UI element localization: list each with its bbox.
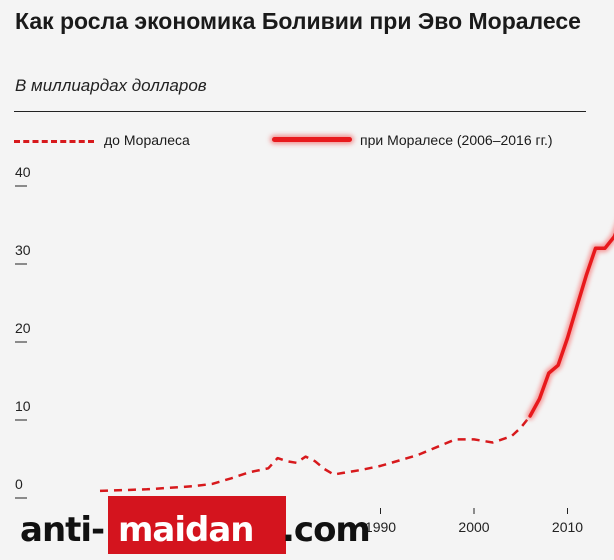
legend-swatch-dashed [14,140,94,143]
legend-swatch-solid [272,137,352,142]
series-line-during-morales [528,232,614,418]
y-tick-label: 30 [15,242,31,258]
legend: до Моралеса при Моралесе (2006–2016 гг.) [14,130,594,152]
y-tick-label: 10 [15,398,31,414]
y-tick-label: 0 [15,476,23,492]
title-divider [14,111,586,112]
watermark-red-box [108,496,286,554]
series-line-before-morales [99,415,532,493]
y-axis: 0 10 20 30 40 [15,164,31,499]
x-tick-label: 1990 [365,519,396,535]
series-glow-during-morales [526,226,614,420]
x-tick-label: 2000 [458,519,489,535]
legend-label-before: до Моралеса [104,132,190,148]
x-tick-label: 2010 [552,519,583,535]
y-tick-label: 40 [15,164,31,180]
watermark-right: .com [282,510,371,550]
watermark-logo: anti- maidan .com [20,494,371,558]
x-axis: 1990200020102020 [365,508,583,535]
watermark-middle: maidan [118,510,255,550]
y-tick-label: 20 [15,320,31,336]
chart-subtitle: В миллиардах долларов [15,76,207,95]
chart-title: Как росла экономика Боливии при Эво Мора… [15,8,581,34]
watermark-left: anti- [20,510,105,550]
series-layer [99,226,614,493]
legend-label-during: при Моралесе (2006–2016 гг.) [360,132,553,148]
